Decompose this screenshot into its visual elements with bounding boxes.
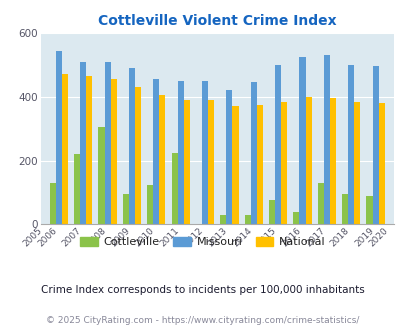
Bar (122, 194, 129, 224)
Bar (56, 50, 62, 224)
Bar (207, 100, 214, 224)
Bar (129, 68, 134, 224)
Bar (298, 57, 305, 224)
Bar (341, 194, 347, 224)
Bar (244, 215, 250, 224)
Bar (202, 81, 207, 224)
Bar (177, 81, 183, 224)
Bar (365, 196, 371, 224)
Bar (226, 90, 232, 224)
Bar (98, 127, 104, 224)
Bar (250, 82, 256, 224)
Bar (183, 100, 189, 224)
Bar (62, 75, 68, 224)
Bar (280, 102, 286, 224)
Bar (74, 154, 80, 224)
Bar (86, 76, 92, 224)
Bar (317, 183, 323, 224)
Bar (110, 79, 117, 224)
Bar (232, 106, 238, 224)
Bar (371, 67, 377, 224)
Bar (134, 87, 141, 224)
Bar (153, 79, 159, 224)
Bar (147, 184, 153, 224)
Bar (104, 62, 110, 224)
Bar (220, 215, 226, 224)
Bar (171, 152, 177, 224)
Bar (275, 65, 280, 224)
Title: Cottleville Violent Crime Index: Cottleville Violent Crime Index (98, 14, 336, 28)
Legend: Cottleville, Missouri, National: Cottleville, Missouri, National (76, 233, 329, 252)
Bar (323, 55, 329, 224)
Bar (292, 212, 298, 224)
Text: Crime Index corresponds to incidents per 100,000 inhabitants: Crime Index corresponds to incidents per… (41, 285, 364, 295)
Bar (347, 65, 353, 224)
Bar (159, 95, 165, 224)
Bar (256, 105, 262, 224)
Bar (49, 183, 56, 224)
Text: © 2025 CityRating.com - https://www.cityrating.com/crime-statistics/: © 2025 CityRating.com - https://www.city… (46, 315, 359, 325)
Bar (80, 62, 86, 224)
Bar (268, 200, 274, 224)
Bar (377, 103, 384, 224)
Bar (353, 102, 359, 224)
Bar (305, 97, 311, 224)
Bar (329, 98, 335, 224)
